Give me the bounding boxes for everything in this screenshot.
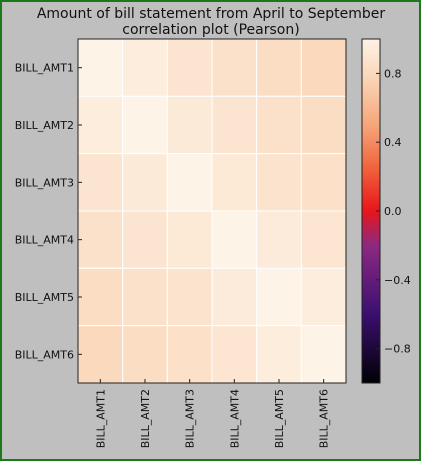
heatmap-cell [211,153,258,212]
heatmap-cell [256,210,302,269]
y-tick-label: BILL_AMT3 [15,176,74,189]
heatmap-cell [122,210,168,269]
colorbar-tick-label: 0.0 [384,205,402,218]
heatmap-cell [77,210,124,269]
heatmap-cell [211,325,258,384]
y-tick-label: BILL_AMT2 [15,119,74,132]
heatmap-cell [77,38,124,97]
heatmap-cell [166,210,213,269]
heatmap-cell [122,153,168,212]
heatmap-cell [122,38,168,97]
heatmap-cell [166,325,213,384]
heatmap-cell [211,38,258,97]
chart-title-line2: correlation plot (Pearson) [122,22,299,38]
colorbar-tick-label: −0.8 [384,343,411,356]
heatmap-cell [122,95,168,155]
colorbar-tick-label: 0.8 [384,67,402,80]
colorbar-tick-label: 0.4 [384,136,402,149]
y-tick-label: BILL_AMT1 [15,62,74,75]
heatmap-cell [300,153,347,212]
x-tick-label: BILL_AMT4 [228,389,241,448]
heatmap-cell [77,95,124,155]
colorbar-ticks: 0.8 0.4 0.0 −0.4 −0.8 [376,67,411,356]
heatmap-cell [211,267,258,327]
heatmap-cell [256,325,302,384]
heatmap-cell [77,325,124,384]
heatmap-cell [256,95,302,155]
heatmap-cell [256,267,302,327]
heatmap-cell [256,153,302,212]
x-tick-label: BILL_AMT6 [318,389,331,448]
heatmap-cell [122,267,168,327]
colorbar-tick-label: −0.4 [384,274,411,287]
heatmap-cell [166,153,213,212]
y-tick-label: BILL_AMT5 [15,291,74,304]
heatmap-cell [77,153,124,212]
heatmap-cell [300,267,347,327]
heatmap-cell [256,38,302,97]
heatmap-cell [166,267,213,327]
heatmap-cell [211,210,258,269]
heatmap-cell [300,95,347,155]
x-tick-label: BILL_AMT5 [273,389,286,448]
x-axis-ticks: BILL_AMT1 BILL_AMT2 BILL_AMT3 BILL_AMT4 BILL… [94,379,331,448]
heatmap-cells [77,38,347,384]
heatmap-cell [300,325,347,384]
heatmap-cell [211,95,258,155]
x-tick-label: BILL_AMT1 [94,389,107,448]
x-tick-label: BILL_AMT3 [184,389,197,448]
y-tick-label: BILL_AMT4 [15,234,74,247]
heatmap-cell [77,267,124,327]
plot-frame [77,38,347,384]
chart-title-line1: Amount of bill statement from April to S… [37,6,386,22]
heatmap-cell [300,38,347,97]
heatmap-cell [166,38,213,97]
y-tick-label: BILL_AMT6 [15,348,74,361]
heatmap-cell [300,210,347,269]
heatmap-cell [166,95,213,155]
heatmap-cell [122,325,168,384]
x-tick-label: BILL_AMT2 [139,389,152,448]
y-axis-ticks: BILL_AMT1 BILL_AMT2 BILL_AMT3 BILL_AMT4 BILL… [15,62,82,361]
